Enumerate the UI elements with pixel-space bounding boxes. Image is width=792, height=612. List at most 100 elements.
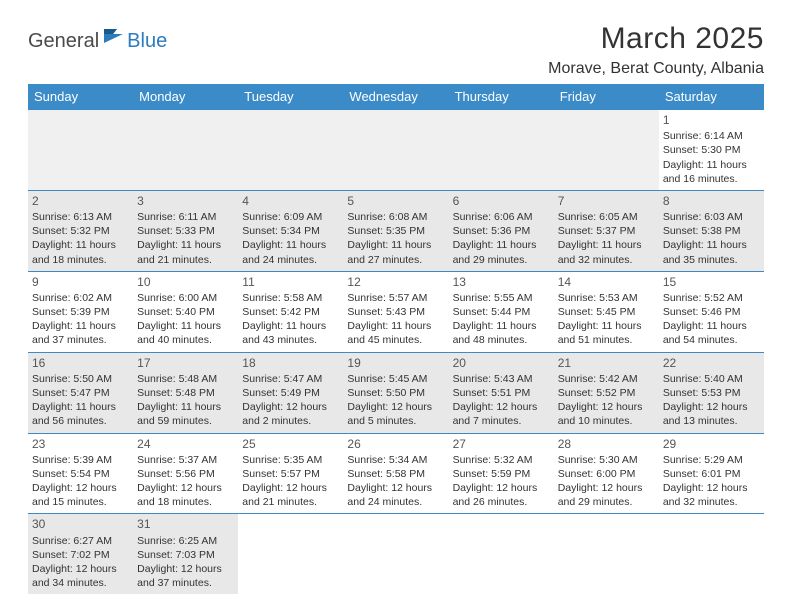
day-number: 4: [242, 193, 339, 209]
calendar-day-cell: 7Sunrise: 6:05 AMSunset: 5:37 PMDaylight…: [554, 190, 659, 271]
day-number: 9: [32, 274, 129, 290]
calendar-week-row: 2Sunrise: 6:13 AMSunset: 5:32 PMDaylight…: [28, 190, 764, 271]
sunset-text: Sunset: 5:56 PM: [137, 467, 234, 481]
daylight-text: Daylight: 12 hours and 13 minutes.: [663, 400, 760, 428]
location-text: Morave, Berat County, Albania: [548, 60, 764, 78]
sunset-text: Sunset: 5:34 PM: [242, 224, 339, 238]
day-number: 31: [137, 516, 234, 532]
calendar-day-cell: 31Sunrise: 6:25 AMSunset: 7:03 PMDayligh…: [133, 514, 238, 594]
calendar-day-cell: 14Sunrise: 5:53 AMSunset: 5:45 PMDayligh…: [554, 271, 659, 352]
calendar-day-cell: [554, 514, 659, 594]
sunrise-text: Sunrise: 5:53 AM: [558, 291, 655, 305]
daylight-text: Daylight: 11 hours and 29 minutes.: [453, 238, 550, 266]
daylight-text: Daylight: 12 hours and 26 minutes.: [453, 481, 550, 509]
daylight-text: Daylight: 11 hours and 51 minutes.: [558, 319, 655, 347]
daylight-text: Daylight: 12 hours and 15 minutes.: [32, 481, 129, 509]
calendar-table: Sunday Monday Tuesday Wednesday Thursday…: [28, 84, 764, 594]
calendar-day-cell: 6Sunrise: 6:06 AMSunset: 5:36 PMDaylight…: [449, 190, 554, 271]
day-number: 28: [558, 436, 655, 452]
sunset-text: Sunset: 5:32 PM: [32, 224, 129, 238]
daylight-text: Daylight: 12 hours and 21 minutes.: [242, 481, 339, 509]
logo-text-general: General: [28, 30, 99, 53]
day-number: 5: [347, 193, 444, 209]
calendar-week-row: 30Sunrise: 6:27 AMSunset: 7:02 PMDayligh…: [28, 514, 764, 594]
sunrise-text: Sunrise: 5:52 AM: [663, 291, 760, 305]
daylight-text: Daylight: 11 hours and 27 minutes.: [347, 238, 444, 266]
day-number: 12: [347, 274, 444, 290]
sunrise-text: Sunrise: 5:40 AM: [663, 372, 760, 386]
calendar-day-cell: 1Sunrise: 6:14 AMSunset: 5:30 PMDaylight…: [659, 110, 764, 191]
daylight-text: Daylight: 11 hours and 21 minutes.: [137, 238, 234, 266]
daylight-text: Daylight: 12 hours and 2 minutes.: [242, 400, 339, 428]
day-number: 6: [453, 193, 550, 209]
calendar-week-row: 1Sunrise: 6:14 AMSunset: 5:30 PMDaylight…: [28, 110, 764, 191]
sunrise-text: Sunrise: 6:14 AM: [663, 129, 760, 143]
sunrise-text: Sunrise: 6:02 AM: [32, 291, 129, 305]
page-header: General Blue March 2025 Morave, Berat Co…: [28, 22, 764, 78]
calendar-day-cell: 30Sunrise: 6:27 AMSunset: 7:02 PMDayligh…: [28, 514, 133, 594]
dayheader-saturday: Saturday: [659, 84, 764, 110]
calendar-day-cell: 3Sunrise: 6:11 AMSunset: 5:33 PMDaylight…: [133, 190, 238, 271]
sunrise-text: Sunrise: 5:45 AM: [347, 372, 444, 386]
daylight-text: Daylight: 11 hours and 37 minutes.: [32, 319, 129, 347]
daylight-text: Daylight: 12 hours and 7 minutes.: [453, 400, 550, 428]
sunrise-text: Sunrise: 6:06 AM: [453, 210, 550, 224]
sunrise-text: Sunrise: 5:34 AM: [347, 453, 444, 467]
sunset-text: Sunset: 7:02 PM: [32, 548, 129, 562]
day-number: 2: [32, 193, 129, 209]
calendar-day-cell: 8Sunrise: 6:03 AMSunset: 5:38 PMDaylight…: [659, 190, 764, 271]
daylight-text: Daylight: 12 hours and 18 minutes.: [137, 481, 234, 509]
day-number: 19: [347, 355, 444, 371]
sunrise-text: Sunrise: 6:05 AM: [558, 210, 655, 224]
calendar-day-cell: 2Sunrise: 6:13 AMSunset: 5:32 PMDaylight…: [28, 190, 133, 271]
calendar-day-cell: [659, 514, 764, 594]
calendar-day-cell: [449, 514, 554, 594]
daylight-text: Daylight: 11 hours and 59 minutes.: [137, 400, 234, 428]
sunset-text: Sunset: 5:33 PM: [137, 224, 234, 238]
calendar-day-cell: [343, 110, 448, 191]
dayheader-monday: Monday: [133, 84, 238, 110]
calendar-day-cell: [238, 514, 343, 594]
calendar-day-cell: 23Sunrise: 5:39 AMSunset: 5:54 PMDayligh…: [28, 433, 133, 514]
month-title: March 2025: [548, 22, 764, 56]
day-number: 11: [242, 274, 339, 290]
day-number: 15: [663, 274, 760, 290]
day-number: 3: [137, 193, 234, 209]
daylight-text: Daylight: 12 hours and 10 minutes.: [558, 400, 655, 428]
calendar-day-cell: 9Sunrise: 6:02 AMSunset: 5:39 PMDaylight…: [28, 271, 133, 352]
calendar-day-cell: 19Sunrise: 5:45 AMSunset: 5:50 PMDayligh…: [343, 352, 448, 433]
sunrise-text: Sunrise: 5:43 AM: [453, 372, 550, 386]
calendar-day-cell: 16Sunrise: 5:50 AMSunset: 5:47 PMDayligh…: [28, 352, 133, 433]
sunset-text: Sunset: 5:38 PM: [663, 224, 760, 238]
calendar-week-row: 16Sunrise: 5:50 AMSunset: 5:47 PMDayligh…: [28, 352, 764, 433]
sunrise-text: Sunrise: 5:48 AM: [137, 372, 234, 386]
daylight-text: Daylight: 11 hours and 54 minutes.: [663, 319, 760, 347]
day-number: 30: [32, 516, 129, 532]
daylight-text: Daylight: 11 hours and 24 minutes.: [242, 238, 339, 266]
sunrise-text: Sunrise: 5:47 AM: [242, 372, 339, 386]
sunset-text: Sunset: 5:46 PM: [663, 305, 760, 319]
daylight-text: Daylight: 12 hours and 37 minutes.: [137, 562, 234, 590]
calendar-day-cell: 10Sunrise: 6:00 AMSunset: 5:40 PMDayligh…: [133, 271, 238, 352]
daylight-text: Daylight: 11 hours and 43 minutes.: [242, 319, 339, 347]
sunset-text: Sunset: 5:42 PM: [242, 305, 339, 319]
sunset-text: Sunset: 5:51 PM: [453, 386, 550, 400]
calendar-day-cell: 28Sunrise: 5:30 AMSunset: 6:00 PMDayligh…: [554, 433, 659, 514]
daylight-text: Daylight: 11 hours and 45 minutes.: [347, 319, 444, 347]
dayheader-wednesday: Wednesday: [343, 84, 448, 110]
calendar-day-cell: 25Sunrise: 5:35 AMSunset: 5:57 PMDayligh…: [238, 433, 343, 514]
calendar-body: 1Sunrise: 6:14 AMSunset: 5:30 PMDaylight…: [28, 110, 764, 595]
day-number: 13: [453, 274, 550, 290]
sunset-text: Sunset: 5:48 PM: [137, 386, 234, 400]
day-number: 17: [137, 355, 234, 371]
day-number: 25: [242, 436, 339, 452]
logo-text-blue: Blue: [127, 30, 167, 53]
sunset-text: Sunset: 7:03 PM: [137, 548, 234, 562]
daylight-text: Daylight: 11 hours and 18 minutes.: [32, 238, 129, 266]
day-number: 7: [558, 193, 655, 209]
day-number: 10: [137, 274, 234, 290]
sunset-text: Sunset: 5:47 PM: [32, 386, 129, 400]
daylight-text: Daylight: 12 hours and 32 minutes.: [663, 481, 760, 509]
calendar-day-cell: [28, 110, 133, 191]
calendar-day-cell: 17Sunrise: 5:48 AMSunset: 5:48 PMDayligh…: [133, 352, 238, 433]
